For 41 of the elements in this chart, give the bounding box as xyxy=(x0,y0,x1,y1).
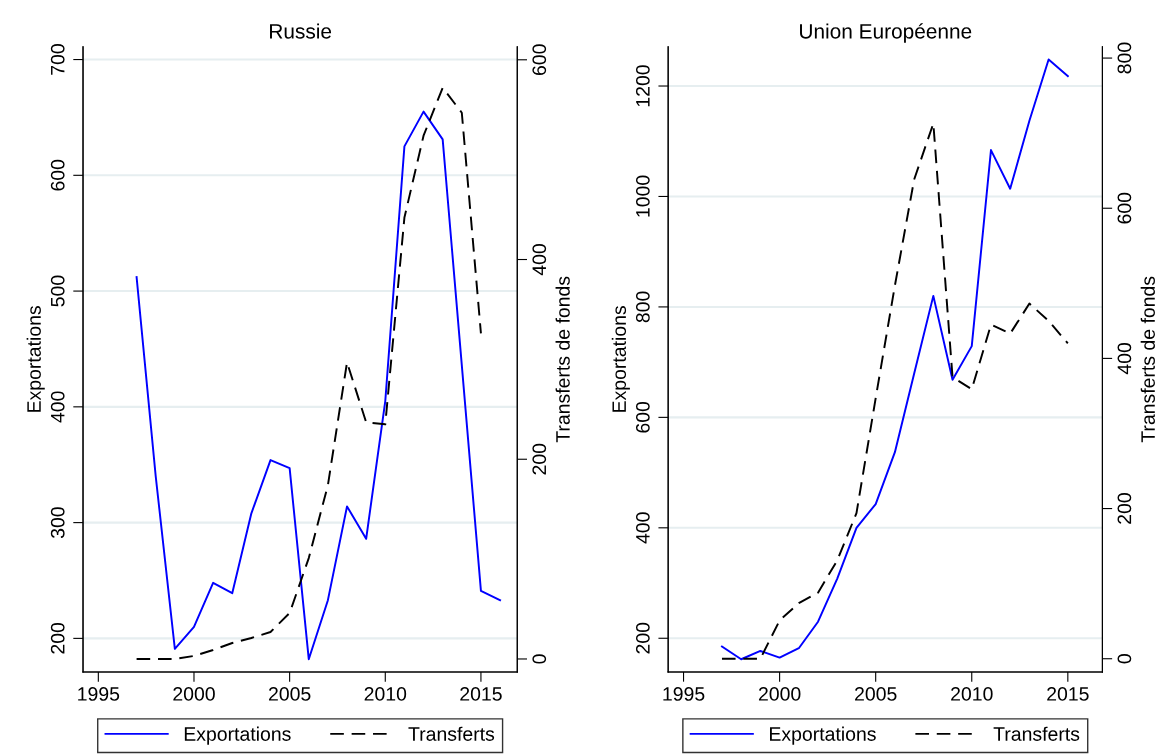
x-tick-label: 1995 xyxy=(663,687,705,701)
y2-axis-title: Transferts de fonds xyxy=(1140,276,1155,443)
y2-axis-title: Transferts de fonds xyxy=(555,276,570,443)
y2-tick-label: 400 xyxy=(532,244,547,276)
y-axis-title: Exportations xyxy=(26,306,45,412)
x-tick-label: 2000 xyxy=(173,687,215,701)
y-axis-title: Exportations xyxy=(611,306,630,412)
legend-label: Transferts xyxy=(993,726,1080,741)
legend-label: Transferts xyxy=(408,726,495,741)
y-tick-label: 700 xyxy=(50,44,65,75)
chart-title: Union Européenne xyxy=(800,23,972,43)
y2-tick-label: 200 xyxy=(532,443,547,475)
y-tick-label: 400 xyxy=(50,391,65,423)
x-tick-label: 2010 xyxy=(364,687,407,701)
x-tick-label: 2010 xyxy=(951,687,993,701)
y-tick-label: 200 xyxy=(50,622,65,654)
y2-tick-label: 400 xyxy=(1117,342,1132,375)
y-tick-label: 300 xyxy=(50,507,65,539)
y-tick-label: 600 xyxy=(50,159,65,191)
y2-tick-label: 0 xyxy=(1117,654,1132,664)
y-tick-label: 400 xyxy=(635,512,650,544)
x-tick-label: 1995 xyxy=(78,687,120,701)
x-tick-label: 2000 xyxy=(758,687,801,701)
y2-tick-label: 600 xyxy=(1117,192,1132,224)
legend-label: Exportations xyxy=(770,726,876,745)
y-tick-label: 800 xyxy=(635,291,650,323)
x-tick-label: 2015 xyxy=(460,687,502,701)
y-tick-label: 200 xyxy=(635,622,650,654)
y2-tick-label: 600 xyxy=(532,44,547,76)
chart-title: Russie xyxy=(270,23,332,39)
y-tick-label: 500 xyxy=(50,275,65,307)
y-tick-label: 1000 xyxy=(635,175,650,217)
y2-tick-label: 200 xyxy=(1117,493,1132,524)
y-tick-label: 1200 xyxy=(635,65,650,107)
y2-tick-label: 800 xyxy=(1117,42,1132,74)
x-tick-label: 2005 xyxy=(268,687,311,701)
x-tick-label: 2015 xyxy=(1047,687,1089,701)
y2-tick-label: 0 xyxy=(532,654,547,664)
legend-label: Exportations xyxy=(184,726,291,745)
x-tick-label: 2005 xyxy=(855,687,897,701)
y-tick-label: 600 xyxy=(635,401,650,433)
